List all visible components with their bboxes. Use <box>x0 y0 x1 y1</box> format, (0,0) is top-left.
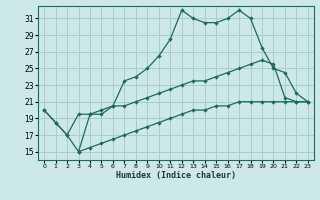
X-axis label: Humidex (Indice chaleur): Humidex (Indice chaleur) <box>116 171 236 180</box>
